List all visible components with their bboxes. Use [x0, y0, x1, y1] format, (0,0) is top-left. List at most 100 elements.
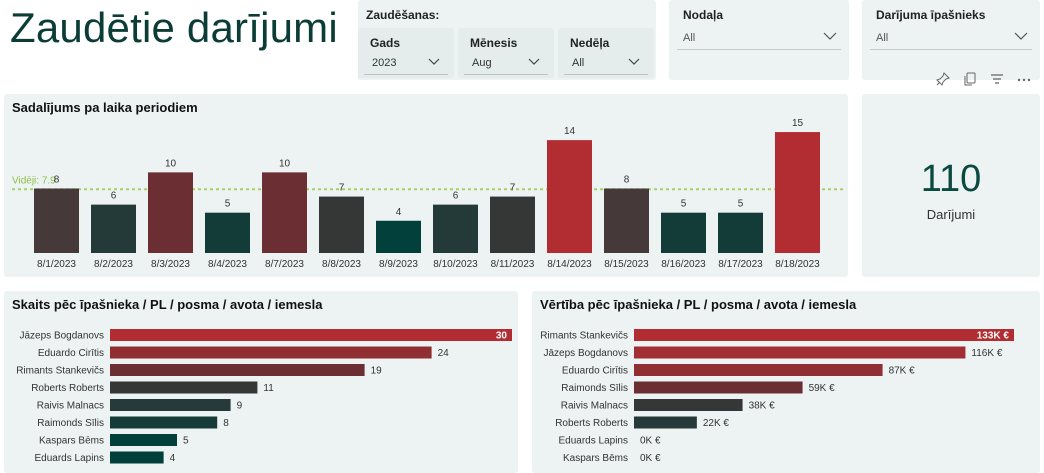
owner-axis-label: Eduards Lapins	[559, 436, 629, 447]
filter-icon[interactable]	[990, 72, 1004, 86]
department-slicer[interactable]: Nodaļa All	[669, 0, 849, 80]
owner-bar-value-label: 59K €	[809, 383, 836, 394]
time-bar[interactable]	[433, 204, 478, 253]
owner-bar[interactable]	[110, 329, 512, 341]
week-slicer-label: Nedēļa	[570, 36, 610, 50]
value-by-owner-chart-panel: Vērtība pēc īpašnieka / PL / posma / avo…	[532, 291, 1040, 473]
time-bar-value-label: 6	[453, 191, 459, 202]
owner-bar-value-label: 11	[263, 383, 274, 394]
week-slicer[interactable]: Nedēļa All	[558, 28, 654, 78]
time-axis-tick-label: 8/15/2023	[604, 259, 649, 270]
time-bar[interactable]	[604, 188, 649, 254]
value-by-owner-chart-title: Vērtība pēc īpašnieka / PL / posma / avo…	[540, 297, 857, 312]
owner-axis-label: Eduardo Cirītis	[562, 366, 628, 377]
time-breakdown-chart-panel: Sadalījums pa laika periodiem Vidēji: 7.…	[4, 94, 848, 277]
chevron-down-icon	[823, 32, 837, 40]
owner-axis-label: Roberts Roberts	[555, 418, 628, 429]
time-breakdown-chart[interactable]: Vidēji: 7.988/1/202368/2/2023108/3/20235…	[4, 94, 848, 277]
time-bar[interactable]	[262, 172, 307, 253]
owner-bar-value-label: 87K €	[889, 366, 916, 377]
owner-bar[interactable]	[110, 399, 231, 411]
time-bar-value-label: 7	[339, 183, 345, 194]
owner-bar-value-label: 22K €	[703, 418, 730, 429]
owner-bar-value-label: 9	[237, 401, 243, 412]
department-dropdown[interactable]: All	[677, 26, 841, 50]
owner-bar-value-label: 0K €	[640, 436, 661, 447]
month-slicer[interactable]: Mēnesis Aug	[458, 28, 554, 78]
owner-bar[interactable]	[634, 399, 743, 411]
owner-axis-label: Rimants Stankevičs	[540, 331, 628, 342]
time-bar[interactable]	[91, 204, 136, 253]
month-slicer-label: Mēnesis	[470, 36, 518, 50]
deal-owner-slicer[interactable]: Darījuma īpašnieks All	[862, 0, 1040, 80]
time-axis-tick-label: 8/16/2023	[661, 259, 706, 270]
owner-bar[interactable]	[634, 329, 1014, 341]
kpi-card: 110 Darījumi	[862, 94, 1040, 277]
divider	[464, 74, 548, 75]
owner-axis-label: Raivis Malnacs	[37, 401, 104, 412]
owner-bar-value-label: 116K €	[971, 348, 1002, 359]
time-bar-value-label: 8	[624, 175, 630, 186]
kpi-label: Darījumi	[926, 207, 976, 222]
owner-bar-value-label: 4	[170, 453, 176, 464]
time-axis-tick-label: 8/7/2023	[265, 259, 304, 270]
owner-bar-value-label: 24	[438, 348, 450, 359]
owner-bar[interactable]	[110, 416, 218, 429]
year-slicer[interactable]: Gads 2023	[358, 28, 454, 78]
owner-bar[interactable]	[634, 416, 697, 429]
week-dropdown-value: All	[572, 57, 585, 69]
loss-date-filter-title: Zaudēšanas:	[366, 8, 440, 22]
week-dropdown[interactable]: All	[566, 52, 646, 74]
time-bar[interactable]	[34, 188, 79, 254]
owner-bar[interactable]	[110, 346, 432, 359]
owner-bar-value-label: 38K €	[749, 401, 776, 412]
time-axis-tick-label: 8/14/2023	[547, 259, 592, 270]
time-bar-value-label: 15	[792, 118, 804, 129]
department-slicer-label: Nodaļa	[683, 8, 724, 22]
year-dropdown-value: 2023	[372, 57, 397, 69]
time-bar-value-label: 10	[165, 158, 177, 169]
time-bar[interactable]	[148, 172, 193, 253]
copy-icon[interactable]	[963, 72, 977, 86]
time-bar[interactable]	[205, 212, 250, 253]
deal-owner-dropdown[interactable]: All	[870, 26, 1032, 50]
owner-bar[interactable]	[634, 381, 803, 394]
time-bar[interactable]	[775, 132, 820, 253]
owner-bar[interactable]	[110, 364, 365, 376]
time-axis-tick-label: 8/18/2023	[775, 259, 820, 270]
time-bar[interactable]	[661, 212, 706, 253]
time-axis-tick-label: 8/11/2023	[491, 259, 535, 270]
owner-axis-label: Raivis Malnacs	[561, 401, 628, 412]
owner-bar-value-label: 5	[183, 436, 189, 447]
month-dropdown[interactable]: Aug	[466, 52, 546, 74]
year-slicer-label: Gads	[370, 36, 401, 50]
owner-bar[interactable]	[634, 346, 966, 359]
divider	[564, 74, 648, 75]
time-bar[interactable]	[547, 140, 592, 253]
owner-bar[interactable]	[110, 451, 164, 464]
year-dropdown[interactable]: 2023	[366, 52, 446, 74]
time-bar-value-label: 5	[681, 199, 687, 210]
value-by-owner-chart[interactable]: Rimants Stankevičs 133K € Jāzeps Bogdanovs…	[532, 291, 1040, 473]
time-bar[interactable]	[319, 196, 364, 253]
time-bar[interactable]	[490, 196, 535, 253]
time-bar-value-label: 6	[111, 191, 117, 202]
time-axis-tick-label: 8/3/2023	[151, 259, 190, 270]
more-options-icon[interactable]	[1017, 72, 1031, 86]
count-by-owner-chart-title: Skaits pēc īpašnieka / PL / posma / avot…	[12, 297, 323, 312]
pin-icon[interactable]	[936, 72, 950, 86]
owner-bar[interactable]	[634, 364, 883, 376]
count-by-owner-chart[interactable]: Jāzeps Bogdanovs 30 Eduardo Cirītis 24 Riman…	[4, 291, 518, 473]
time-bar-value-label: 8	[54, 175, 60, 186]
time-bar[interactable]	[718, 212, 763, 253]
owner-axis-label: Rimants Stankevičs	[16, 366, 104, 377]
time-axis-tick-label: 8/10/2023	[433, 259, 478, 270]
time-bar[interactable]	[376, 220, 421, 253]
time-axis-tick-label: 8/2/2023	[94, 259, 133, 270]
owner-bar[interactable]	[110, 381, 258, 394]
time-bar-value-label: 5	[738, 199, 744, 210]
chevron-down-icon	[628, 58, 640, 65]
time-axis-tick-label: 8/4/2023	[208, 259, 247, 270]
time-bar-value-label: 7	[510, 183, 516, 194]
owner-bar[interactable]	[110, 434, 177, 446]
